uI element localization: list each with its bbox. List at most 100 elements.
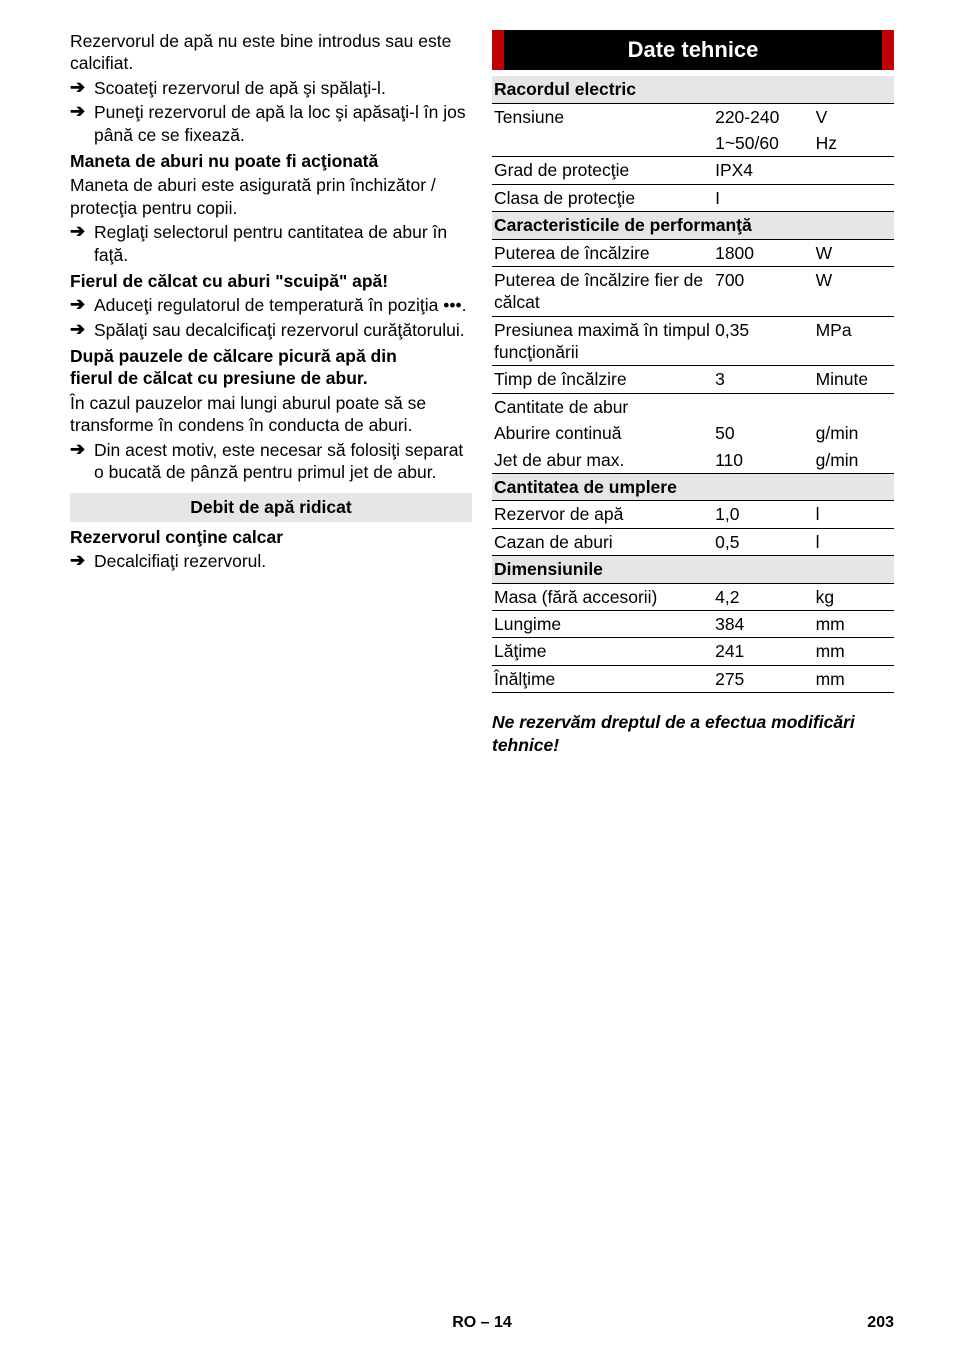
table-section-row: Cantitatea de umplere [492, 474, 894, 501]
cell-value: IPX4 [713, 157, 814, 184]
section-bar: Debit de apă ridicat [70, 493, 472, 521]
cell-label: Înălţime [492, 665, 713, 692]
footer-left [70, 1314, 130, 1332]
cell-unit: g/min [814, 420, 894, 446]
section-banner: Date tehnice [492, 30, 894, 70]
body-text: Maneta de aburi este asigurată prin înch… [70, 174, 472, 219]
columns: Rezervorul de apă nu este bine introdus … [70, 30, 894, 773]
table-section-row: Dimensiunile [492, 556, 894, 583]
cell-unit: mm [814, 638, 894, 665]
cell-unit [814, 157, 894, 184]
table-row: Lăţime 241 mm [492, 638, 894, 665]
body-text: În cazul pauzelor mai lungi aburul poate… [70, 392, 472, 437]
cell-label: Clasa de protecţie [492, 184, 713, 211]
table-row: Jet de abur max. 110 g/min [492, 447, 894, 474]
cell-value: 220-240 [713, 103, 814, 130]
arrow-icon: ➔ [70, 77, 94, 99]
table-row: Aburire continuă 50 g/min [492, 420, 894, 446]
subheading: Maneta de aburi nu poate fi acţionată [70, 150, 472, 172]
cell-label: Grad de protecţie [492, 157, 713, 184]
cell-unit: W [814, 266, 894, 316]
right-column: Date tehnice Racordul electric Tensiune … [492, 30, 894, 773]
cell-value: 275 [713, 665, 814, 692]
footer-center: RO – 14 [130, 1314, 834, 1332]
cell-label: Timp de încălzire [492, 366, 713, 393]
bullet-item: ➔ Aduceţi regulatorul de temperatură în … [70, 294, 472, 316]
bullet-text: Spălaţi sau decalcificaţi rezervorul cur… [94, 319, 472, 341]
cell-unit [814, 184, 894, 211]
bullet-item: ➔ Decalcifiaţi rezervorul. [70, 550, 472, 572]
cell-unit [814, 393, 894, 420]
cell-label: Presiunea maximă în timpul funcţionării [492, 316, 713, 366]
subheading-line1: După pauzele de călcare picură apă din [70, 345, 472, 367]
cell-value: 1~50/60 [713, 130, 814, 157]
table-row: Puterea de încălzire 1800 W [492, 239, 894, 266]
footnote: Ne rezervăm dreptul de a efectua modific… [492, 711, 894, 756]
bullet-item: ➔ Scoateţi rezervorul de apă şi spălaţi-… [70, 77, 472, 99]
page: Rezervorul de apă nu este bine introdus … [0, 0, 954, 1354]
bullet-item: ➔ Din acest motiv, este necesar să folos… [70, 439, 472, 484]
cell-label: Jet de abur max. [492, 447, 713, 474]
cell-label: Cazan de aburi [492, 528, 713, 555]
cell-value: 1800 [713, 239, 814, 266]
table-row: Rezervor de apă 1,0 l [492, 501, 894, 528]
cell-unit: mm [814, 665, 894, 692]
table-row: Lungime 384 mm [492, 610, 894, 637]
arrow-icon: ➔ [70, 439, 94, 461]
cell-unit: W [814, 239, 894, 266]
bullet-text: Decalcifiaţi rezervorul. [94, 550, 472, 572]
cell-value: I [713, 184, 814, 211]
cell-value: 4,2 [713, 583, 814, 610]
cell-unit: g/min [814, 447, 894, 474]
arrow-icon: ➔ [70, 221, 94, 243]
cell-label: Lungime [492, 610, 713, 637]
cell-value: 700 [713, 266, 814, 316]
cell-unit: Minute [814, 366, 894, 393]
table-section-label: Cantitatea de umplere [492, 474, 894, 501]
cell-value: 3 [713, 366, 814, 393]
arrow-icon: ➔ [70, 550, 94, 572]
table-row: Grad de protecţie IPX4 [492, 157, 894, 184]
left-column: Rezervorul de apă nu este bine introdus … [70, 30, 472, 773]
page-footer: RO – 14 203 [0, 1314, 954, 1332]
table-row: Clasa de protecţie I [492, 184, 894, 211]
cell-unit: V [814, 103, 894, 130]
table-row: 1~50/60 Hz [492, 130, 894, 157]
table-row: Presiunea maximă în timpul funcţionării … [492, 316, 894, 366]
cell-label [492, 130, 713, 157]
cell-unit: kg [814, 583, 894, 610]
subheading-line2: fierul de călcat cu presiune de abur. [70, 367, 472, 389]
cell-value: 0,5 [713, 528, 814, 555]
arrow-icon: ➔ [70, 319, 94, 341]
bullet-text: Aduceţi regulatorul de temperatură în po… [94, 294, 472, 316]
cell-label: Aburire continuă [492, 420, 713, 446]
cell-label: Rezervor de apă [492, 501, 713, 528]
cell-value: 241 [713, 638, 814, 665]
table-row: Cantitate de abur [492, 393, 894, 420]
intro-text: Rezervorul de apă nu este bine introdus … [70, 30, 472, 75]
bullet-text: Din acest motiv, este necesar să folosiţ… [94, 439, 472, 484]
table-section-label: Caracteristicile de performanţă [492, 212, 894, 239]
table-row: Înălţime 275 mm [492, 665, 894, 692]
bullet-text: Puneţi rezervorul de apă la loc şi apăsa… [94, 101, 472, 146]
table-section-label: Racordul electric [492, 76, 894, 103]
cell-label: Masa (fără accesorii) [492, 583, 713, 610]
arrow-icon: ➔ [70, 101, 94, 123]
cell-value: 1,0 [713, 501, 814, 528]
footer-page-number: 203 [834, 1314, 894, 1332]
spec-table: Racordul electric Tensiune 220-240 V 1~5… [492, 76, 894, 693]
cell-unit: Hz [814, 130, 894, 157]
bullet-item: ➔ Reglaţi selectorul pentru cantitatea d… [70, 221, 472, 266]
subheading: Rezervorul conţine calcar [70, 526, 472, 548]
table-section-row: Racordul electric [492, 76, 894, 103]
arrow-icon: ➔ [70, 294, 94, 316]
cell-unit: l [814, 528, 894, 555]
table-row: Tensiune 220-240 V [492, 103, 894, 130]
cell-value: 110 [713, 447, 814, 474]
table-row: Timp de încălzire 3 Minute [492, 366, 894, 393]
cell-unit: mm [814, 610, 894, 637]
cell-label: Puterea de încălzire fier de călcat [492, 266, 713, 316]
cell-label: Cantitate de abur [492, 393, 713, 420]
subheading: Fierul de călcat cu aburi "scuipă" apă! [70, 270, 472, 292]
cell-value [713, 393, 814, 420]
